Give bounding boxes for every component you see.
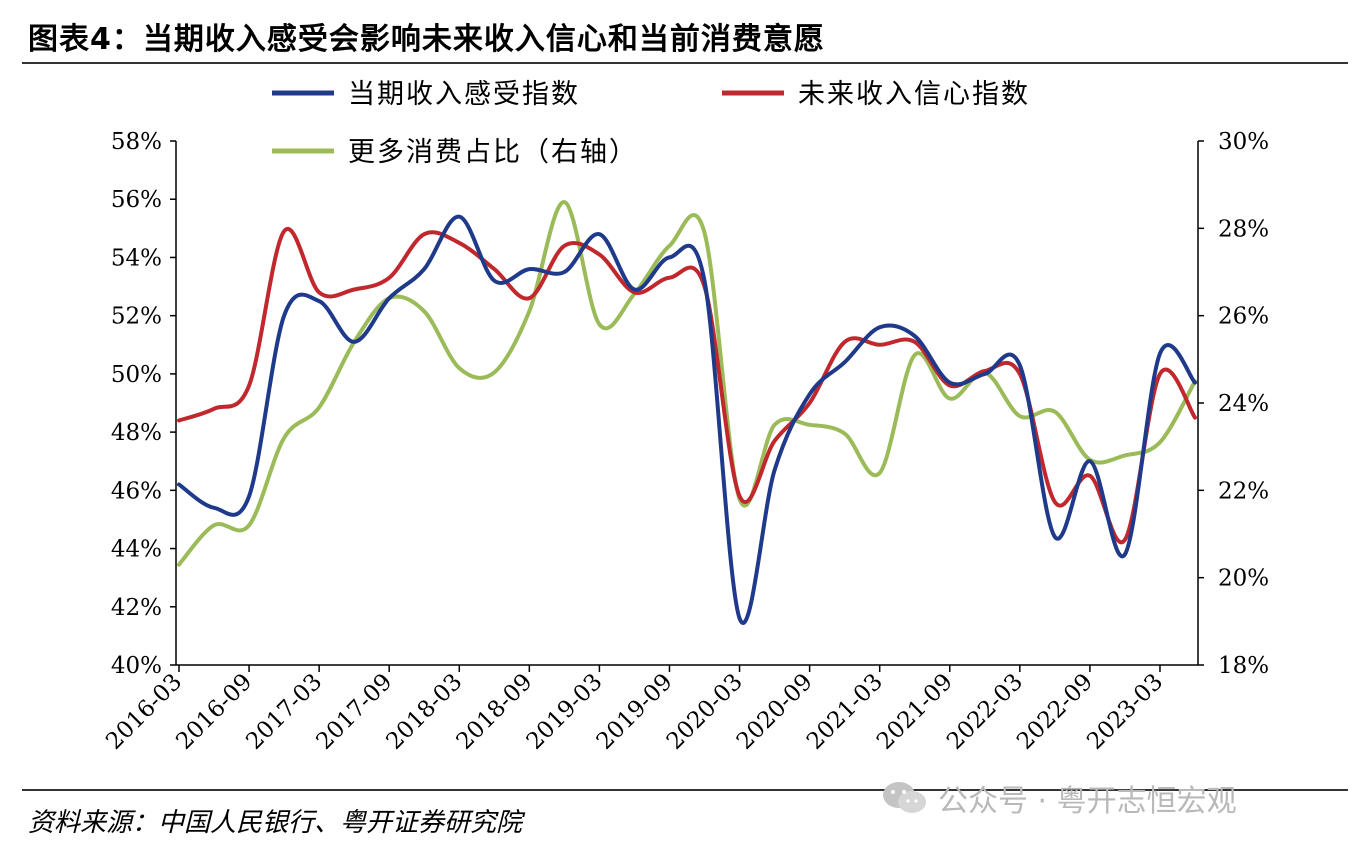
x-tick-label: 2018-03 — [382, 669, 468, 755]
y-right-tick-label: 22% — [1218, 478, 1269, 504]
x-tick-label: 2023-03 — [1082, 669, 1168, 755]
x-tick-label: 2017-09 — [311, 669, 397, 755]
source-note: 资料来源：中国人民银行、粤开证券研究院 — [28, 808, 523, 838]
x-tick-label: 2021-09 — [872, 669, 958, 755]
x-tick-label: 2020-03 — [662, 669, 748, 755]
y-right-tick-label: 18% — [1218, 653, 1269, 679]
chart-series — [177, 200, 1197, 625]
y-right-tick-label: 24% — [1218, 391, 1269, 417]
wechat-icon — [883, 782, 926, 813]
y-right-tick-label: 26% — [1218, 304, 1269, 330]
y-right-tick-label: 20% — [1218, 566, 1269, 592]
chart-title: 图表4：当期收入感受会影响未来收入信心和当前消费意愿 — [28, 22, 825, 57]
x-tick-label: 2017-03 — [241, 669, 327, 755]
x-tick-label: 2018-09 — [452, 669, 538, 755]
x-tick-label: 2022-03 — [942, 669, 1028, 755]
y-left-tick-label: 46% — [111, 478, 162, 504]
watermark-text: 公众号 · 粤开志恒宏观 — [938, 784, 1237, 819]
series-line-more-consumption — [177, 200, 1197, 567]
x-tick-label: 2019-03 — [522, 669, 608, 755]
y-left-tick-label: 42% — [111, 595, 162, 621]
top-rule — [22, 62, 1348, 64]
watermark: 公众号 · 粤开志恒宏观 — [880, 776, 1237, 820]
y-left-tick-label: 56% — [111, 187, 162, 213]
series-line-current-income — [177, 214, 1197, 625]
x-tick-label: 2016-03 — [101, 669, 187, 755]
x-tick-label: 2019-09 — [592, 669, 678, 755]
x-tick-label: 2022-09 — [1012, 669, 1098, 755]
y-left-tick-label: 48% — [111, 420, 162, 446]
line-chart: 40% 42% 44% 46% 48% 50% 52% 54% 56% 58% 18% 20% 22% 2… — [101, 79, 1269, 755]
legend-label: 当期收入感受指数 — [348, 79, 580, 110]
y-left-tick-label: 52% — [111, 304, 162, 330]
x-tick-label: 2016-09 — [171, 669, 257, 755]
y-left-tick-label: 58% — [111, 129, 162, 155]
y-right-tick-label: 30% — [1218, 129, 1269, 155]
bottom-rule — [22, 789, 1348, 791]
legend-label: 更多消费占比（右轴） — [348, 137, 638, 168]
y-right-tick-label: 28% — [1218, 216, 1269, 242]
y-left-tick-label: 54% — [111, 245, 162, 271]
x-tick-label: 2021-03 — [802, 669, 888, 755]
x-tick-label: 2020-09 — [732, 669, 818, 755]
y-left-tick-label: 40% — [111, 653, 162, 679]
y-left-tick-label: 50% — [111, 362, 162, 388]
y-left-tick-label: 44% — [111, 537, 162, 563]
legend-label: 未来收入信心指数 — [798, 79, 1030, 110]
